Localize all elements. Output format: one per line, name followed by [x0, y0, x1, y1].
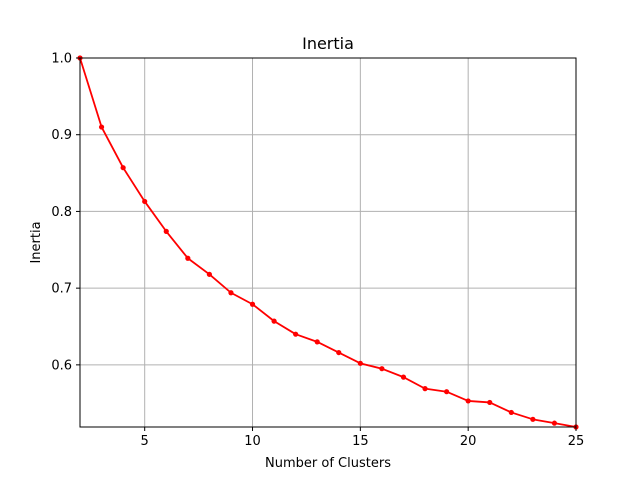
data-point-marker	[120, 165, 126, 171]
data-point-marker	[508, 409, 514, 416]
data-point-marker	[206, 271, 212, 277]
data-point-marker	[185, 255, 191, 261]
data-point-marker	[444, 389, 450, 395]
chart-title: Inertia	[302, 34, 354, 53]
data-point-marker	[400, 374, 407, 380]
y-tick-label: 0.6	[51, 358, 72, 373]
x-tick-label: 20	[460, 434, 477, 449]
y-tick-label: 0.8	[51, 205, 72, 220]
data-point-marker	[249, 301, 256, 307]
data-point-marker	[142, 198, 148, 205]
data-point-marker	[465, 398, 471, 404]
data-point-marker	[379, 366, 385, 372]
data-point-marker	[293, 331, 299, 337]
x-tick-label: 10	[244, 434, 261, 449]
plot-frame	[79, 57, 577, 428]
data-point-marker	[271, 318, 277, 324]
x-tick-label: 15	[352, 434, 369, 449]
data-point-marker	[228, 290, 234, 296]
y-tick-label: 1.0	[51, 52, 72, 67]
inertia-series-line	[79, 57, 577, 428]
data-point-marker	[314, 339, 320, 345]
data-point-marker	[357, 360, 363, 366]
data-point-marker	[336, 349, 342, 356]
y-tick-label: 0.7	[51, 282, 72, 297]
data-point-marker	[530, 416, 536, 422]
x-tick-label: 25	[568, 434, 585, 449]
data-point-marker	[487, 399, 493, 406]
x-tick-label: 5	[141, 434, 149, 449]
tick-marks-and-labels: 5 10 15 20 25 0.6 0.7 0.8 0.9 1.0	[51, 52, 584, 450]
y-tick-label: 0.9	[51, 128, 72, 143]
y-axis-label: Inertia	[29, 221, 44, 263]
data-point-marker	[551, 420, 558, 426]
data-point-marker	[98, 124, 105, 130]
x-axis-label: Number of Clusters	[265, 456, 391, 471]
data-point-marker	[163, 228, 169, 234]
data-point-marker	[422, 386, 428, 392]
